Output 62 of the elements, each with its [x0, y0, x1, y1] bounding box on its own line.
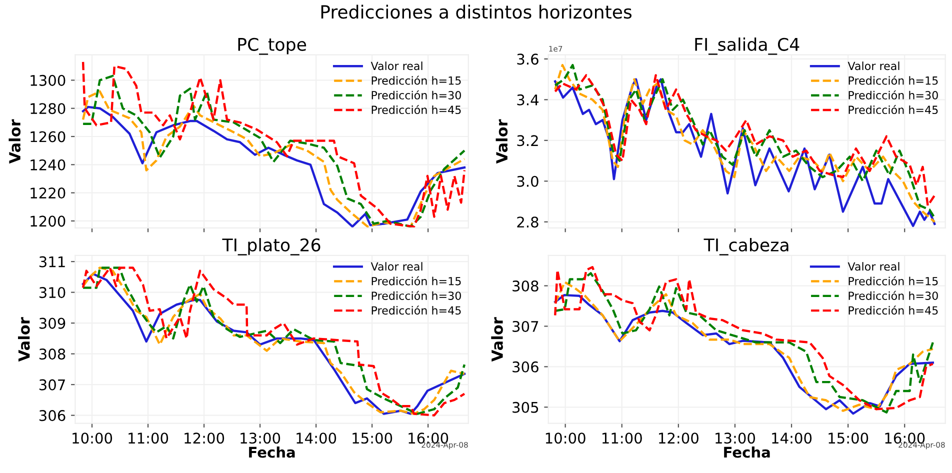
y-tick-label: 3.6: [517, 54, 538, 65]
y-axis-title: Valor: [491, 317, 503, 362]
y-tick-label: 306: [39, 410, 66, 422]
y-tick-label: 3.0: [517, 176, 538, 187]
x-tick-label: 14:00: [296, 432, 336, 444]
x-tick-label: 11:00: [128, 432, 168, 444]
x-tick-label: 14:00: [772, 432, 812, 444]
y-axis-title: Valor: [18, 317, 30, 362]
y-tick-label: 3.2: [517, 135, 538, 146]
y-tick-label: 1300: [30, 74, 66, 86]
y-tick-label: 1200: [30, 216, 66, 227]
legend-label: Predicción h=15: [372, 76, 461, 85]
x-tick-label: 10:00: [72, 432, 112, 444]
x-tick-label: 16:00: [885, 432, 925, 444]
legend-label: Valor real: [848, 262, 900, 271]
chart-title: Predicciones a distintos horizontes: [321, 4, 632, 19]
x-tick-label: 16:00: [408, 432, 448, 444]
x-axis-title: Fecha: [249, 446, 295, 458]
y-tick-label: 311: [39, 256, 65, 268]
legend-label: Valor real: [370, 262, 422, 271]
legend-label: Predicción h=15: [848, 76, 938, 85]
legend-label: Predicción h=45: [848, 306, 938, 315]
y-tick-label: 307: [39, 379, 65, 390]
y-tick-label: 1260: [30, 131, 66, 142]
y-tick-label: 1240: [30, 159, 66, 170]
y-tick-label: 307: [512, 320, 538, 332]
y-tick-label: 305: [512, 402, 538, 413]
x-tick-label: 15:00: [828, 432, 868, 444]
y-axis-title: Valor: [496, 119, 508, 164]
x-tick-label: 10:00: [546, 432, 586, 444]
legend-label: Predicción h=45: [372, 105, 461, 114]
legend-label: Predicción h=30: [372, 90, 461, 100]
y-tick-label: 310: [39, 287, 66, 298]
legend-label: Predicción h=45: [372, 306, 461, 315]
x-axis-title: Fecha: [724, 446, 770, 458]
legend-label: Valor real: [370, 62, 422, 70]
x-tick-label: 12:00: [659, 432, 698, 444]
x-tick-label: 13:00: [716, 432, 756, 444]
y-tick-label: 1280: [30, 103, 66, 114]
chart-subtitle: PC_tope: [238, 38, 306, 55]
y-tick-label: 3.4: [517, 94, 539, 106]
y-tick-label: 308: [512, 280, 538, 292]
legend-label: Predicción h=15: [848, 276, 938, 286]
y-tick-label: 1220: [30, 188, 66, 199]
chart-subtitle: TI_cabeza: [704, 238, 788, 256]
legend-label: Predicción h=15: [372, 276, 461, 286]
y-tick-label: 2.8: [517, 216, 538, 228]
legend-label: Predicción h=30: [848, 290, 938, 300]
chart-subtitle: TI_plato_26: [222, 238, 320, 256]
legend-label: Predicción h=30: [848, 90, 938, 100]
x-tick-label: 12:00: [184, 432, 224, 444]
legend-label: Predicción h=30: [372, 290, 461, 300]
x-tick-label: 11:00: [602, 432, 642, 444]
legend-label: Valor real: [848, 62, 900, 70]
y-tick-label: 306: [512, 361, 538, 372]
legend-label: Predicción h=45: [848, 105, 938, 114]
x-tick-label: 15:00: [352, 432, 392, 444]
y-tick-label: 309: [39, 318, 66, 329]
chart-subtitle: FI_salida_C4: [695, 38, 800, 55]
x-tick-label: 13:00: [240, 432, 280, 444]
y-tick-label: 308: [39, 348, 66, 360]
y-axis-title: Valor: [8, 119, 21, 164]
